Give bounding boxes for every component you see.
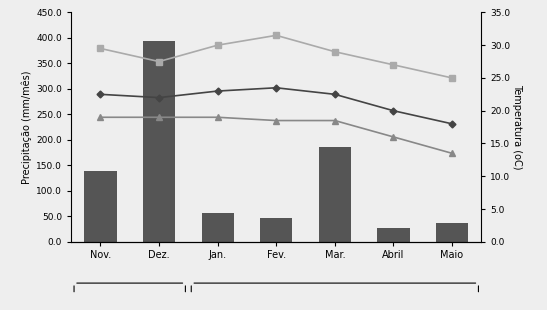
Y-axis label: Temperatura (oC): Temperatura (oC): [511, 84, 522, 170]
Bar: [319, 148, 351, 242]
Bar: [143, 42, 175, 242]
Bar: [377, 228, 410, 242]
Bar: [84, 171, 117, 242]
Bar: [260, 218, 292, 242]
Y-axis label: Precipitação (mm/mês): Precipitação (mm/mês): [21, 70, 32, 184]
Bar: [201, 213, 234, 242]
Bar: [436, 224, 468, 242]
